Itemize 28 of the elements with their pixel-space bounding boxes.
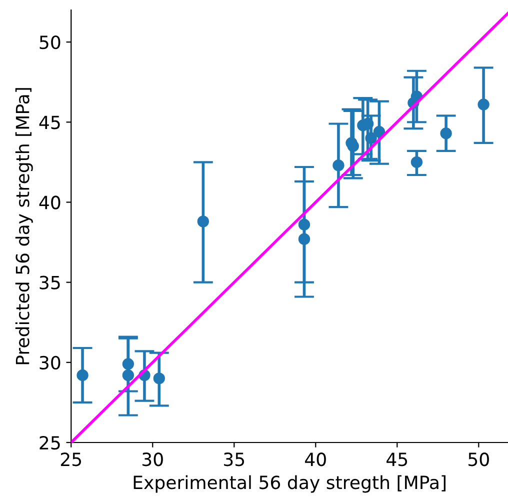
x-axis-title: Experimental 56 day stregth [MPa] (134, 475, 446, 493)
x-tick-label: 45 (386, 452, 408, 466)
y-tick-label: 35 (40, 276, 60, 290)
y-tick-label: 50 (40, 35, 60, 50)
y-tick-label: 40 (39, 196, 60, 210)
point (76, 369, 88, 382)
point (365, 132, 377, 144)
point (440, 128, 452, 140)
y-tick-label: 25 (40, 436, 60, 450)
point (410, 156, 423, 168)
x-tick-label: 25 (60, 452, 82, 466)
y-axis-title: Predicted 56 day stregth [MPa] (15, 88, 33, 364)
point (197, 216, 210, 228)
point (332, 160, 344, 172)
x-tick-label: 35 (224, 452, 244, 466)
point (122, 358, 134, 370)
x-tick-label: 30 (142, 452, 163, 466)
point (298, 218, 310, 230)
point (298, 233, 310, 245)
x-tick-label: 40 (305, 452, 326, 466)
x-tick-label: 50 (468, 452, 489, 466)
point (347, 140, 359, 152)
y-tick-label: 45 (39, 116, 60, 130)
point (122, 369, 134, 382)
point (153, 372, 165, 384)
point (373, 126, 386, 138)
y-tick-label: 30 (40, 356, 60, 370)
point (478, 98, 490, 110)
